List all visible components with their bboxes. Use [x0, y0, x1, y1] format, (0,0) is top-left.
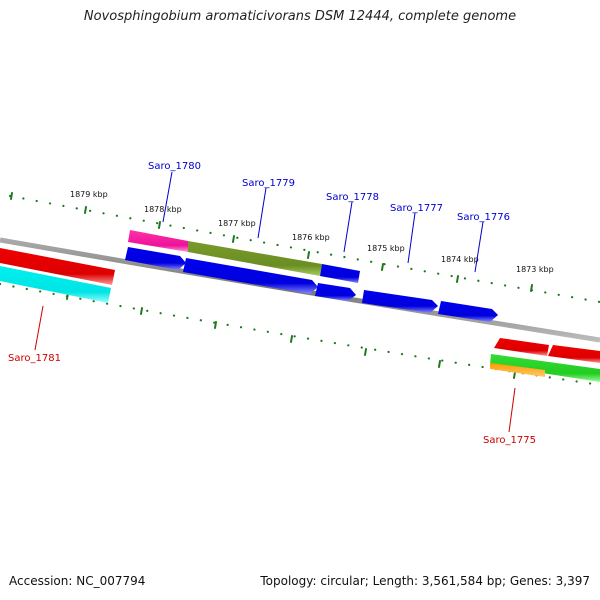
gene-label-saro-1779[interactable]: Saro_1779 [242, 178, 295, 189]
gene-saro-1775-green[interactable] [490, 354, 600, 382]
outer-scale-track [8, 192, 600, 304]
scale-label-1874: 1874 kbp [441, 255, 479, 264]
scale-label-1877: 1877 kbp [218, 219, 256, 228]
inner-strand-genes-right [490, 338, 600, 382]
leader-saro-1780 [162, 171, 173, 223]
gene-saro-1781-cyan[interactable] [0, 266, 111, 303]
leader-saro-1778 [343, 201, 353, 253]
gene-saro-1778-outer[interactable] [320, 264, 360, 283]
leader-saro-1777 [407, 212, 416, 264]
gene-saro-1777-arrow[interactable] [362, 290, 438, 313]
page-title: Novosphingobium aromaticivorans DSM 1244… [83, 9, 517, 24]
leader-saro-1775 [508, 387, 516, 433]
scale-label-1879: 1879 kbp [70, 190, 108, 199]
gene-label-saro-1777[interactable]: Saro_1777 [390, 203, 443, 214]
scale-label-1873: 1873 kbp [516, 265, 554, 274]
scale-label-1878: 1878 kbp [144, 205, 182, 214]
gene-saro-1775-orange[interactable] [490, 363, 545, 377]
gene-saro-1775-red-a[interactable] [494, 338, 549, 356]
outer-strand-genes [128, 230, 360, 283]
leader-saro-1779 [257, 187, 267, 239]
gene-saro-1780[interactable] [128, 230, 188, 252]
outer-strand-genes-row2 [125, 247, 498, 322]
gene-saro-1781[interactable] [0, 248, 115, 285]
inner-strand-genes-left [0, 248, 115, 303]
accession-text: Accession: NC_007794 [9, 574, 146, 588]
gene-saro-1778-arrow[interactable] [315, 283, 356, 301]
gene-saro-1775-red-b[interactable] [548, 345, 600, 363]
leader-saro-1781 [34, 305, 44, 351]
gene-label-saro-1780[interactable]: Saro_1780 [148, 161, 201, 172]
gene-label-saro-1778[interactable]: Saro_1778 [326, 192, 379, 203]
gene-label-saro-1781[interactable]: Saro_1781 [8, 353, 61, 364]
gene-saro-1776-arrow[interactable] [438, 301, 498, 322]
gene-saro-1780-arrow[interactable] [125, 247, 186, 270]
leader-saro-1776 [474, 221, 484, 273]
topology-text: Topology: circular; Length: 3,561,584 bp… [260, 574, 590, 588]
scale-label-1875: 1875 kbp [367, 244, 405, 253]
gene-saro-1779[interactable] [188, 241, 322, 276]
gene-label-saro-1775[interactable]: Saro_1775 [483, 435, 536, 446]
scale-label-1876: 1876 kbp [292, 233, 330, 242]
gene-saro-1779-arrow[interactable] [183, 258, 318, 294]
gene-label-saro-1776[interactable]: Saro_1776 [457, 212, 510, 223]
